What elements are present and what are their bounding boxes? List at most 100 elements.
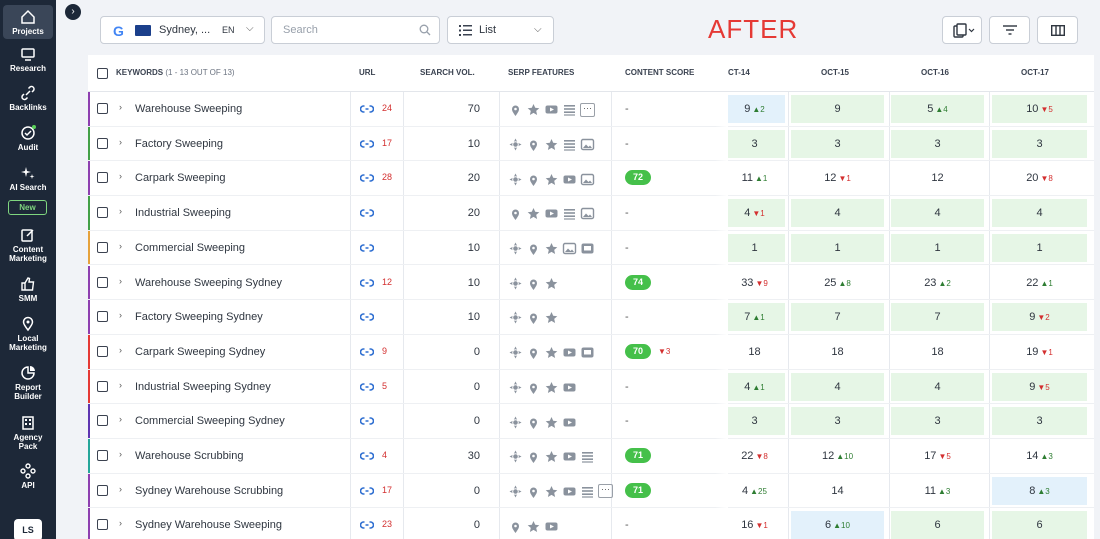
sidebar-item-smm[interactable]: SMM [0,276,56,303]
row-checkbox[interactable] [97,137,108,149]
keyword-text[interactable]: Commercial Sweeping [135,241,246,254]
position-cell[interactable]: 1 [791,233,884,262]
view-select[interactable]: List ⌵ [447,16,554,44]
url-link-icon[interactable] [359,518,375,530]
position-cell[interactable]: 3 [791,129,884,158]
position-cell[interactable]: 4 [791,372,884,401]
url-link-icon[interactable] [359,206,375,218]
position-cell[interactable]: 8 ▲3 [992,476,1087,505]
position-cell[interactable]: 14 [791,477,884,505]
position-cell[interactable]: 4 ▼1 [728,199,785,228]
row-checkbox[interactable] [97,345,108,357]
url-link-icon[interactable] [359,241,375,253]
sidebar-item-ai-search[interactable]: AI Search [0,165,56,192]
expand-chevron-icon[interactable]: › [119,102,122,112]
table-row[interactable]: › Sydney Warehouse Scrubbing 17 0 ··· 71 4 ▲25 1… [88,473,1094,509]
position-cell[interactable]: 20 ▼8 [992,164,1087,192]
row-checkbox[interactable] [97,311,108,323]
url-link-icon[interactable] [359,484,375,496]
table-row[interactable]: › Industrial Sweeping Sydney 5 0-4 ▲1 4 4 9 ▼5 [88,369,1094,405]
select-all-checkbox[interactable] [97,68,108,79]
date-header[interactable]: CT-14 [728,68,750,77]
sidebar-collapse-button[interactable]: › [65,4,81,20]
url-link-icon[interactable] [359,310,375,322]
position-cell[interactable]: 19 ▼1 [992,338,1087,366]
row-checkbox[interactable] [97,172,108,184]
position-cell[interactable]: 3 [891,129,984,158]
position-cell[interactable]: 4 [992,199,1087,228]
position-cell[interactable]: 3 [891,407,984,436]
url-link-icon[interactable] [359,449,375,461]
table-row[interactable]: › Factory Sweeping 17 10 - 3 3 3 3 [88,126,1094,162]
sidebar-item-backlinks[interactable]: Backlinks [0,85,56,112]
row-checkbox[interactable] [97,519,108,531]
position-cell[interactable]: 3 [728,129,785,158]
url-link-icon[interactable] [359,276,375,288]
url-link-icon[interactable] [359,102,375,114]
position-cell[interactable]: 3 [791,407,884,436]
url-link-icon[interactable] [359,414,375,426]
row-checkbox[interactable] [97,380,108,392]
row-checkbox[interactable] [97,484,108,496]
expand-chevron-icon[interactable]: › [119,310,122,321]
keyword-text[interactable]: Factory Sweeping [135,137,224,150]
row-checkbox[interactable] [97,276,108,288]
table-row[interactable]: › Sydney Warehouse Sweeping 23 0-16 ▼1 6 ▲10 6 6 [88,508,1094,539]
position-cell[interactable]: 7 ▲1 [728,303,785,332]
keyword-text[interactable]: Warehouse Scrubbing [135,450,244,462]
position-cell[interactable]: 33 ▼9 [728,269,785,297]
date-header[interactable]: OCT-15 [821,68,850,77]
table-row[interactable]: › Commercial Sweeping 10 - 1 1 1 1 [88,230,1094,266]
position-cell[interactable]: 5 ▲4 [891,95,984,123]
position-cell[interactable]: 6 [992,511,1087,539]
position-cell[interactable]: 3 [992,407,1087,436]
more-icon[interactable]: ··· [580,102,595,117]
keyword-text[interactable]: Warehouse Sweeping [135,103,243,115]
position-cell[interactable]: 18 [891,338,984,366]
copy-button[interactable] [942,16,982,44]
position-cell[interactable]: 1 [992,233,1087,262]
position-cell[interactable]: 1 [728,233,785,262]
position-cell[interactable]: 25 ▲8 [791,269,884,297]
position-cell[interactable]: 17 ▼5 [891,442,984,470]
url-link-icon[interactable] [359,380,375,392]
position-cell[interactable]: 4 [891,372,984,401]
row-checkbox[interactable] [97,450,108,461]
expand-chevron-icon[interactable]: › [119,344,122,355]
search-input[interactable]: Search [271,16,440,44]
url-link-icon[interactable] [359,171,375,183]
keyword-text[interactable]: Carpark Sweeping [135,172,226,185]
position-cell[interactable]: 3 [728,407,785,436]
url-link-icon[interactable] [359,137,375,149]
expand-chevron-icon[interactable]: › [119,171,122,182]
position-cell[interactable]: 12 ▲10 [791,442,884,470]
keyword-text[interactable]: Carpark Sweeping Sydney [135,345,266,358]
row-checkbox[interactable] [97,207,108,219]
table-row[interactable]: › Industrial Sweeping 20-4 ▼1 4 4 4 [88,196,1094,231]
expand-chevron-icon[interactable]: › [119,483,122,494]
sidebar-item-api[interactable]: API [0,463,56,490]
position-cell[interactable]: 22 ▼8 [728,442,785,470]
row-checkbox[interactable] [97,415,108,427]
row-checkbox[interactable] [97,241,108,253]
position-cell[interactable]: 18 [791,338,884,366]
position-cell[interactable]: 4 ▲1 [728,372,785,401]
sidebar-item-agency-pack[interactable]: Agency Pack [0,415,56,451]
keyword-text[interactable]: Industrial Sweeping [135,207,232,220]
content-score-badge[interactable]: 71 [625,448,651,463]
more-icon[interactable]: ··· [598,484,613,499]
content-score-badge[interactable]: 71 [625,482,651,498]
position-cell[interactable]: 16 ▼1 [728,511,785,539]
position-cell[interactable]: 11 ▲3 [891,477,984,505]
keyword-text[interactable]: Sydney Warehouse Scrubbing [135,484,284,497]
content-score-badge[interactable]: 70 [625,343,651,359]
avatar[interactable]: LS [14,519,42,539]
filter-button[interactable] [989,16,1030,44]
position-cell[interactable]: 3 [992,129,1087,158]
date-header[interactable]: OCT-16 [921,68,950,77]
position-cell[interactable]: 9 ▼5 [992,372,1087,401]
location-select[interactable]: G Sydney, ... EN ⌵ [100,16,265,44]
position-cell[interactable]: 4 [891,199,984,228]
expand-chevron-icon[interactable]: › [119,206,122,217]
table-row[interactable]: › Warehouse Scrubbing 4 30 71 22 ▼8 12 ▲10 17 ▼5 14… [88,439,1094,474]
